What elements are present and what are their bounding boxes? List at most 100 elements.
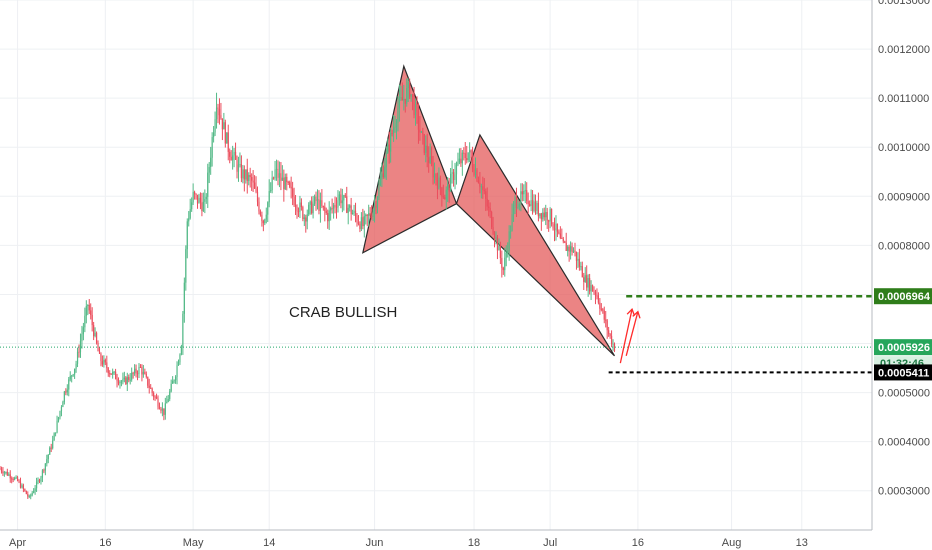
x-tick-label: Jun: [366, 537, 384, 549]
candle-body: [325, 211, 327, 214]
candle-body: [461, 152, 463, 164]
candle-body: [35, 481, 38, 489]
candle-body: [558, 231, 560, 234]
candle-body: [608, 330, 610, 334]
candle-body: [580, 266, 582, 268]
candle-body: [239, 164, 241, 166]
candle-body: [59, 411, 61, 418]
candle-body: [432, 163, 434, 178]
candle-body: [420, 131, 422, 133]
candle-body: [337, 200, 339, 208]
candle-body: [182, 313, 184, 348]
candle-body: [417, 111, 420, 130]
candle-body: [444, 197, 446, 200]
candle-body: [548, 220, 550, 222]
candle-body: [612, 343, 614, 345]
candle-body: [426, 145, 428, 158]
x-tick-label: 16: [99, 537, 111, 549]
candle-body: [303, 217, 305, 220]
candle-body: [555, 223, 557, 231]
candle-body: [224, 122, 226, 144]
candle-body: [542, 212, 544, 220]
candle-body: [24, 488, 26, 491]
x-tick-label: Aug: [722, 537, 742, 549]
candle-body: [9, 474, 11, 479]
target-price-tag-bg: [874, 288, 932, 305]
candle-body: [354, 210, 357, 216]
candle-body: [31, 492, 33, 496]
candle-body: [442, 196, 444, 198]
candle-body: [486, 198, 488, 207]
candle-body: [12, 478, 14, 480]
candle-body: [211, 137, 213, 158]
x-tick-label: 13: [796, 537, 808, 549]
candle-body: [185, 249, 187, 283]
candle-body: [371, 215, 373, 217]
candle-body: [438, 177, 440, 189]
candle-body: [447, 184, 449, 190]
candle-body: [384, 167, 386, 178]
candle-body: [302, 207, 304, 220]
candle-body: [441, 187, 443, 197]
y-tick-label: 0.0009000: [878, 191, 930, 203]
candle-body: [281, 177, 283, 181]
candle-body: [429, 156, 431, 163]
candle-body: [30, 495, 32, 497]
candle-body: [167, 399, 169, 402]
candle-body: [517, 207, 519, 209]
candle-body: [344, 195, 346, 197]
current-price-tag-bg: [874, 339, 932, 356]
candle-body: [233, 151, 235, 156]
candle-body: [103, 359, 105, 365]
candle-body: [65, 391, 67, 393]
candle-body: [499, 245, 501, 258]
candle-body: [94, 332, 96, 337]
candle-body: [232, 155, 234, 161]
candle-body: [382, 173, 384, 178]
candle-body: [172, 381, 174, 384]
candle-body: [234, 151, 237, 160]
candle-body: [14, 477, 16, 480]
candle-body: [471, 158, 474, 169]
candle-body: [309, 201, 311, 205]
candle-body: [125, 377, 127, 385]
candle-body: [520, 191, 522, 204]
candle-body: [57, 417, 60, 421]
candle-body: [161, 408, 164, 411]
candle-body: [122, 379, 124, 382]
candle-body: [274, 169, 276, 179]
candle-body: [126, 377, 128, 385]
candle-body: [452, 172, 455, 181]
candle-body: [245, 169, 247, 180]
candle-body: [204, 199, 206, 202]
candle-body: [227, 132, 229, 152]
candle-body: [69, 375, 71, 380]
candle-body: [599, 302, 601, 309]
candle-body: [154, 396, 156, 398]
candle-body: [262, 220, 264, 224]
candle-body: [272, 177, 275, 179]
candle-body: [230, 156, 232, 161]
candle-body: [218, 108, 221, 116]
candle-body: [523, 190, 525, 195]
candle-body: [502, 267, 504, 271]
candle-body: [322, 205, 324, 207]
candle-body: [398, 97, 401, 109]
candle-body: [91, 314, 93, 326]
candle-body: [518, 203, 520, 208]
candle-body: [248, 174, 250, 181]
candle-body: [63, 391, 65, 402]
candle-body: [343, 195, 345, 201]
x-tick-label: Jul: [543, 537, 557, 549]
candle-body: [605, 319, 607, 321]
candle-body: [419, 129, 421, 133]
candle-body: [545, 212, 547, 218]
candle-body: [258, 201, 260, 212]
candle-body: [578, 258, 580, 267]
candle-body: [346, 196, 348, 213]
candle-body: [71, 375, 73, 377]
y-tick-label: 0.0013000: [878, 0, 930, 7]
candle-body: [54, 432, 57, 434]
candle-body: [252, 180, 254, 183]
